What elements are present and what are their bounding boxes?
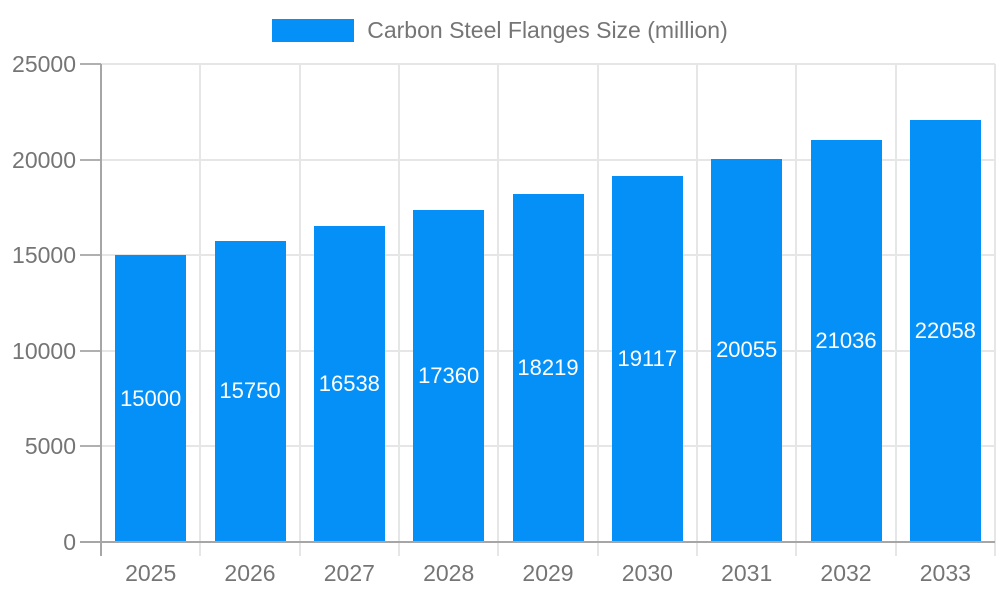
x-axis-tick-label: 2030	[621, 560, 673, 586]
gridline-vertical	[398, 64, 400, 542]
x-axis-tick-label: 2033	[919, 560, 971, 586]
x-axis-tick	[497, 542, 500, 556]
x-axis-tick	[199, 542, 202, 556]
bar-2029[interactable]	[512, 193, 584, 542]
bar-value-label: 21036	[815, 327, 877, 353]
y-axis-tick	[80, 445, 101, 448]
x-axis-tick	[696, 542, 698, 556]
y-axis-tick	[80, 254, 101, 257]
gridline-vertical	[497, 64, 500, 542]
bar-2031[interactable]	[711, 158, 783, 542]
bar-2025[interactable]	[115, 255, 187, 542]
y-axis-tick-label: 10000	[12, 337, 76, 364]
gridline-vertical	[795, 64, 798, 542]
bar-value-label: 19117	[617, 346, 678, 372]
gridline-vertical	[696, 64, 698, 542]
gridline-horizontal	[101, 63, 995, 65]
x-axis-tick	[398, 542, 400, 556]
legend-swatch	[272, 19, 355, 42]
bar-value-label: 15000	[120, 385, 182, 411]
x-axis-tick	[795, 542, 798, 556]
bar-value-label: 18219	[517, 354, 579, 380]
y-axis-tick-label: 15000	[12, 242, 76, 269]
y-axis-line	[100, 64, 102, 556]
bar-2033[interactable]	[909, 120, 981, 542]
gridline-horizontal	[101, 158, 995, 161]
bar-value-label: 20055	[716, 337, 778, 363]
bar-value-label: 15750	[219, 378, 281, 404]
x-axis-tick	[894, 542, 897, 556]
bar-value-label: 22058	[914, 318, 976, 344]
bar-value-label: 16538	[318, 370, 380, 396]
gridline-vertical	[994, 64, 996, 542]
x-axis-tick-label: 2026	[224, 560, 276, 586]
gridline-vertical	[199, 64, 202, 542]
y-axis-tick	[80, 63, 101, 65]
gridline-vertical	[894, 64, 897, 542]
bar-value-label: 17360	[418, 363, 480, 389]
x-axis-tick	[994, 542, 996, 556]
y-axis-tick	[80, 349, 101, 352]
y-axis-tick-label: 25000	[12, 51, 76, 77]
gridline-vertical	[298, 64, 301, 542]
y-axis-tick-label: 5000	[24, 433, 76, 460]
y-axis-tick	[80, 158, 101, 161]
y-axis-tick-label: 0	[63, 529, 76, 555]
y-axis-tick-label: 20000	[12, 146, 76, 173]
bar-2027[interactable]	[313, 225, 385, 542]
gridline-vertical	[596, 64, 599, 542]
x-axis-tick	[298, 542, 301, 556]
x-axis-tick-label: 2025	[125, 560, 177, 586]
legend: Carbon Steel Flanges Size (million)	[0, 17, 1000, 44]
x-axis-tick-label: 2029	[522, 560, 574, 586]
x-axis-tick-label: 2028	[423, 560, 475, 586]
bar-2028[interactable]	[413, 210, 485, 542]
bar-2032[interactable]	[810, 139, 882, 542]
x-axis-tick	[596, 542, 599, 556]
legend-item[interactable]: Carbon Steel Flanges Size (million)	[272, 17, 728, 44]
bar-2030[interactable]	[611, 176, 683, 542]
x-axis-tick-label: 2031	[721, 560, 773, 586]
legend-label: Carbon Steel Flanges Size (million)	[367, 17, 728, 43]
bar-2026[interactable]	[214, 240, 286, 542]
x-axis-tick-label: 2027	[323, 560, 375, 586]
x-axis-tick-label: 2032	[820, 560, 872, 586]
x-axis-line	[80, 541, 995, 543]
